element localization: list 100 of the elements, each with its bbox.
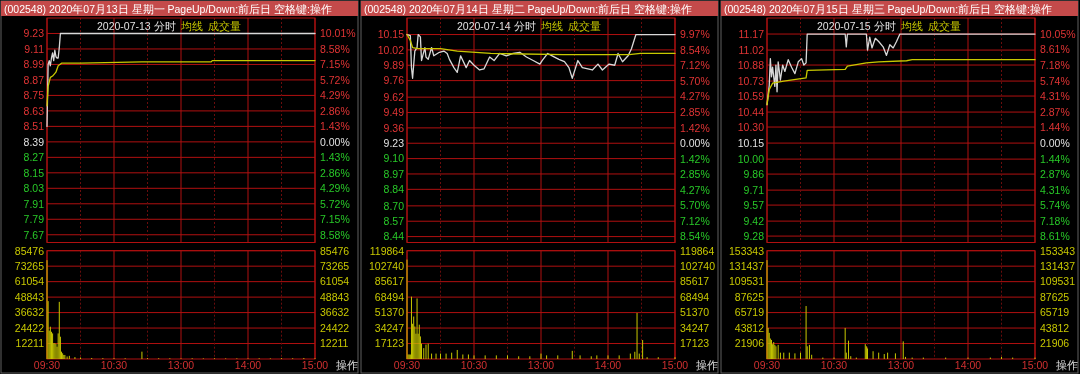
y2-tick-label: 7.15% bbox=[320, 58, 350, 71]
y2-tick-label: 5.70% bbox=[680, 199, 710, 212]
y-tick-label: 68494 bbox=[374, 290, 405, 303]
y2-tick-label: 8.61% bbox=[1040, 230, 1070, 243]
y-tick-label: 10.88 bbox=[737, 58, 765, 71]
y-tick-label: 7.79 bbox=[23, 213, 45, 226]
y2-tick-label: 17123 bbox=[680, 337, 710, 350]
y-tick-label: 10.15 bbox=[377, 28, 405, 41]
y2-tick-label: 1.44% bbox=[1040, 121, 1070, 134]
x-tick-label: 14:00 bbox=[954, 359, 982, 371]
x-tick-label: 10:30 bbox=[100, 359, 128, 371]
y-tick-label: 9.71 bbox=[743, 183, 765, 196]
y-tick-label: 131437 bbox=[728, 259, 765, 272]
y-tick-label: 12211 bbox=[15, 337, 45, 350]
y-tick-label: 153343 bbox=[728, 244, 765, 257]
y2-tick-label: 85476 bbox=[320, 244, 350, 257]
y-tick-label: 109531 bbox=[728, 275, 765, 288]
y-tick-label: 8.84 bbox=[383, 183, 405, 196]
text: 均线 bbox=[539, 19, 563, 32]
y2-tick-label: 48843 bbox=[320, 290, 350, 303]
y-tick-label: 48843 bbox=[14, 290, 45, 303]
x-tick-label: 14:00 bbox=[234, 359, 262, 371]
x-tick-label: 14:00 bbox=[594, 359, 622, 371]
y-tick-label: 36632 bbox=[14, 306, 45, 319]
y2-tick-label: 0.00% bbox=[680, 137, 710, 150]
y-tick-label: 119864 bbox=[369, 244, 405, 257]
text: 成交量 bbox=[567, 19, 601, 32]
y-tick-label: 11.17 bbox=[738, 27, 765, 40]
y-tick-label: 8.44 bbox=[383, 230, 405, 243]
x-tick-label: 09:30 bbox=[393, 359, 421, 371]
y-tick-label: 10.44 bbox=[737, 105, 765, 118]
y2-tick-label: 4.29% bbox=[320, 89, 350, 102]
chart-subtitle: 2020-07-13 分时 bbox=[97, 19, 176, 32]
y-tick-label: 8.63 bbox=[23, 104, 45, 117]
line-series bbox=[46, 32, 316, 128]
y-tick-label: 102740 bbox=[368, 259, 405, 272]
y-tick-label: 9.23 bbox=[23, 27, 45, 40]
y2-tick-label: 51370 bbox=[680, 306, 710, 319]
y2-tick-label: 2.85% bbox=[680, 168, 710, 181]
x-tick-label: 13:00 bbox=[167, 359, 195, 371]
y2-tick-label: 2.87% bbox=[1040, 105, 1070, 118]
chart-title: (002548) 2020年07月14日 星期二 PageUp/Down:前后日 空格键:操作 bbox=[364, 2, 692, 15]
y2-tick-label: 5.74% bbox=[1040, 74, 1070, 87]
y-tick-label: 7.67 bbox=[23, 228, 45, 241]
y2-tick-label: 2.86% bbox=[320, 166, 350, 179]
y-tick-label: 21906 bbox=[734, 337, 765, 350]
y2-tick-label: 109531 bbox=[1040, 275, 1076, 288]
y2-tick-label: 4.31% bbox=[1040, 90, 1070, 103]
y-tick-label: 9.49 bbox=[383, 106, 405, 119]
y2-tick-label: 1.42% bbox=[680, 121, 710, 134]
y-tick-label: 10.73 bbox=[737, 74, 765, 87]
text: 成交量 bbox=[927, 19, 961, 32]
y2-tick-label: 4.31% bbox=[1040, 183, 1070, 196]
y2-tick-label: 4.27% bbox=[680, 183, 710, 196]
y2-tick-label: 7.18% bbox=[1040, 214, 1070, 227]
y-tick-label: 10.00 bbox=[737, 152, 765, 165]
y2-tick-label: 0.00% bbox=[1040, 136, 1070, 149]
y2-tick-label: 36632 bbox=[320, 306, 350, 319]
y2-tick-label: 10.05% bbox=[1040, 27, 1076, 40]
y-tick-label: 87625 bbox=[734, 290, 765, 303]
y-tick-label: 9.23 bbox=[383, 137, 405, 150]
y2-tick-label: 8.58% bbox=[320, 42, 350, 55]
y2-tick-label: 8.54% bbox=[680, 43, 710, 56]
y2-tick-label: 24422 bbox=[320, 321, 350, 334]
y2-tick-label: 65719 bbox=[1040, 306, 1070, 319]
y-tick-label: 9.42 bbox=[743, 214, 765, 227]
y2-tick-label: 131437 bbox=[1040, 259, 1076, 272]
y-tick-label: 8.57 bbox=[383, 215, 405, 228]
text: 成交量 bbox=[207, 19, 241, 32]
y-tick-label: 51370 bbox=[374, 306, 405, 319]
y-tick-label: 9.11 bbox=[24, 42, 45, 55]
y-tick-label: 9.62 bbox=[383, 90, 405, 103]
y2-tick-label: 5.70% bbox=[680, 74, 710, 87]
text: 均线 bbox=[179, 19, 203, 32]
y2-tick-label: 7.15% bbox=[320, 213, 350, 226]
y-tick-label: 43812 bbox=[734, 321, 765, 334]
y2-tick-label: 5.72% bbox=[320, 197, 350, 210]
text: 操作 bbox=[336, 359, 358, 371]
y2-tick-label: 4.27% bbox=[680, 90, 710, 103]
y2-tick-label: 43812 bbox=[1040, 321, 1070, 334]
y-tick-label: 10.02 bbox=[377, 43, 405, 56]
y-tick-label: 65719 bbox=[734, 306, 765, 319]
text: 均线 bbox=[899, 19, 923, 32]
y-tick-label: 85476 bbox=[14, 244, 45, 257]
y2-tick-label: 0.00% bbox=[320, 135, 350, 148]
x-tick-label: 13:00 bbox=[527, 359, 555, 371]
y-tick-label: 10.30 bbox=[737, 120, 765, 133]
y2-tick-label: 102740 bbox=[680, 259, 716, 272]
x-tick-label: 15:00 bbox=[301, 359, 329, 371]
y2-tick-label: 1.42% bbox=[680, 152, 710, 165]
y2-tick-label: 10.01% bbox=[320, 27, 356, 40]
y-tick-label: 24422 bbox=[14, 321, 45, 334]
y-tick-label: 8.99 bbox=[23, 58, 45, 71]
y2-tick-label: 5.72% bbox=[320, 73, 350, 86]
y2-tick-label: 7.12% bbox=[680, 59, 710, 72]
x-tick-label: 10:30 bbox=[820, 359, 848, 371]
y-tick-label: 61054 bbox=[14, 275, 45, 288]
y-tick-label: 9.28 bbox=[743, 229, 765, 242]
y-tick-label: 73265 bbox=[14, 259, 45, 272]
x-tick-label: 15:00 bbox=[661, 359, 689, 371]
